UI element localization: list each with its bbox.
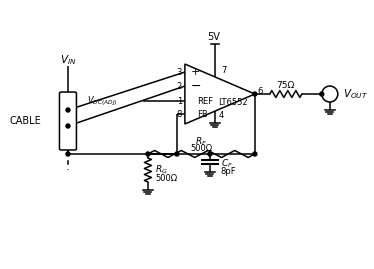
Text: 500Ω: 500Ω xyxy=(190,144,212,154)
FancyBboxPatch shape xyxy=(59,92,76,150)
Text: 75Ω: 75Ω xyxy=(277,80,295,90)
Text: $V_{IN}$: $V_{IN}$ xyxy=(60,54,76,68)
Circle shape xyxy=(146,152,150,156)
Text: CABLE: CABLE xyxy=(9,116,41,126)
Circle shape xyxy=(175,152,179,156)
Text: 5V: 5V xyxy=(208,32,220,42)
Circle shape xyxy=(208,152,212,156)
Text: 6: 6 xyxy=(258,87,263,95)
Text: −: − xyxy=(191,80,201,93)
Text: $V_{DC(ADJ)}$: $V_{DC(ADJ)}$ xyxy=(87,94,118,108)
Text: $C_F$: $C_F$ xyxy=(221,158,233,170)
Text: FB: FB xyxy=(197,109,208,119)
Text: 2: 2 xyxy=(177,82,182,91)
Circle shape xyxy=(66,108,70,112)
Text: +: + xyxy=(191,67,200,77)
Circle shape xyxy=(253,152,257,156)
Circle shape xyxy=(66,124,70,128)
Text: LT6552: LT6552 xyxy=(218,98,248,107)
Text: 4: 4 xyxy=(219,111,224,120)
Text: $R_G$: $R_G$ xyxy=(155,164,168,176)
Text: 7: 7 xyxy=(221,66,226,75)
Text: 8: 8 xyxy=(177,109,182,119)
Text: 500Ω: 500Ω xyxy=(155,175,177,183)
Text: 1: 1 xyxy=(177,97,182,105)
Circle shape xyxy=(320,92,324,96)
Text: 3: 3 xyxy=(177,68,182,77)
Circle shape xyxy=(66,152,70,156)
Text: 8pF: 8pF xyxy=(221,168,236,176)
Text: $R_F$: $R_F$ xyxy=(195,136,207,148)
Text: $V_{OUT}$: $V_{OUT}$ xyxy=(343,87,368,101)
Text: REF: REF xyxy=(197,97,213,105)
Circle shape xyxy=(253,92,257,96)
